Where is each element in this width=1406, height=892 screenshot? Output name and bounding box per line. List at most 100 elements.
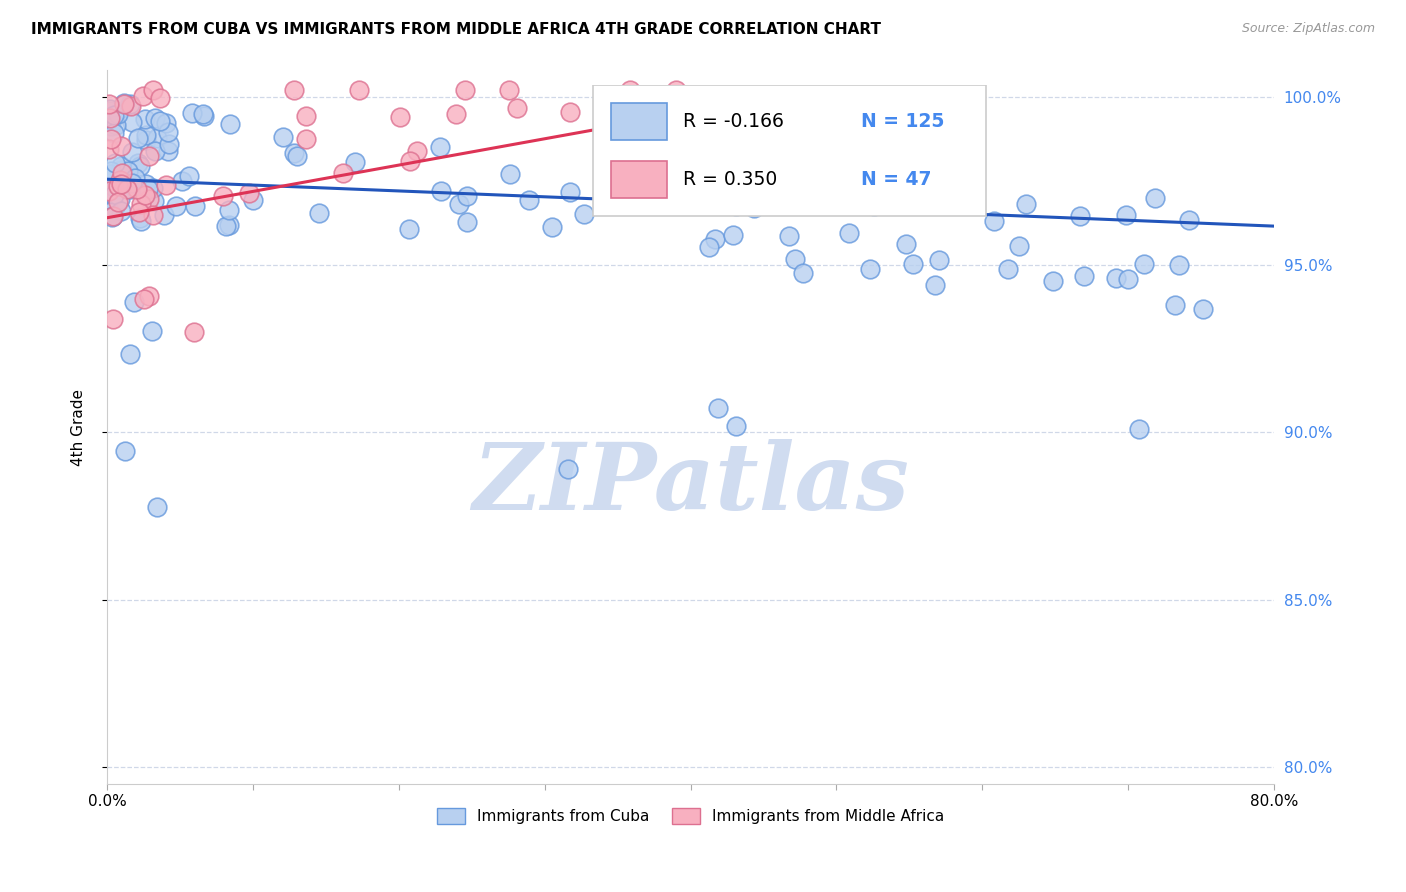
Point	[724, 199, 747, 213]
Point	[703, 165, 725, 179]
Point	[110, 159, 132, 173]
Point	[121, 114, 143, 128]
Point	[143, 112, 166, 126]
Point	[283, 83, 305, 97]
Point	[560, 185, 582, 199]
Point	[429, 185, 451, 199]
Point	[742, 202, 765, 216]
Point	[453, 83, 475, 97]
Point	[131, 213, 153, 227]
Point	[108, 173, 131, 187]
Point	[127, 182, 149, 196]
Point	[129, 211, 152, 225]
Point	[1128, 422, 1150, 436]
Point	[498, 83, 520, 97]
Point	[98, 104, 121, 119]
Point	[149, 113, 172, 128]
Point	[332, 166, 354, 180]
Point	[134, 112, 156, 127]
Point	[98, 111, 121, 125]
Point	[344, 154, 367, 169]
Point	[219, 117, 242, 131]
Point	[172, 174, 194, 188]
Point	[778, 228, 800, 243]
Point	[128, 205, 150, 219]
Point	[295, 131, 318, 145]
Point	[285, 149, 308, 163]
Point	[129, 197, 152, 211]
Point	[111, 165, 134, 179]
Point	[100, 119, 122, 133]
Point	[191, 107, 214, 121]
Point	[121, 176, 143, 190]
Point	[697, 239, 720, 253]
Point	[124, 171, 146, 186]
Point	[112, 95, 135, 110]
Point	[215, 219, 238, 234]
Point	[127, 156, 149, 170]
Point	[983, 214, 1005, 228]
Point	[118, 96, 141, 111]
Point	[156, 145, 179, 159]
Point	[499, 168, 522, 182]
Text: Source: ZipAtlas.com: Source: ZipAtlas.com	[1241, 22, 1375, 36]
Point	[517, 193, 540, 207]
Point	[127, 130, 149, 145]
Point	[120, 99, 142, 113]
Point	[1069, 209, 1091, 223]
Point	[103, 180, 125, 194]
Point	[1163, 298, 1185, 312]
Point	[863, 192, 886, 206]
Point	[107, 107, 129, 121]
Point	[110, 139, 132, 153]
Point	[838, 227, 860, 241]
Point	[132, 89, 155, 103]
Point	[934, 198, 956, 212]
Point	[665, 83, 688, 97]
Point	[157, 137, 180, 152]
Point	[449, 196, 471, 211]
Point	[193, 109, 215, 123]
Point	[107, 195, 129, 210]
Point	[134, 188, 156, 202]
Point	[135, 133, 157, 147]
Point	[389, 110, 412, 124]
Point	[141, 324, 163, 338]
Point	[97, 97, 120, 112]
Legend: Immigrants from Cuba, Immigrants from Middle Africa: Immigrants from Cuba, Immigrants from Mi…	[432, 802, 950, 830]
Point	[1178, 212, 1201, 227]
Point	[98, 102, 121, 116]
Point	[845, 186, 868, 200]
Point	[271, 130, 294, 145]
Point	[1015, 196, 1038, 211]
Point	[115, 182, 138, 196]
Point	[101, 210, 124, 224]
Point	[181, 106, 204, 120]
Point	[901, 256, 924, 270]
Point	[1042, 274, 1064, 288]
Point	[112, 96, 135, 111]
Point	[1118, 272, 1140, 286]
Y-axis label: 4th Grade: 4th Grade	[72, 389, 86, 466]
Point	[108, 193, 131, 207]
Point	[104, 200, 127, 214]
Text: ZIPatlas: ZIPatlas	[472, 439, 910, 529]
Point	[704, 232, 727, 246]
Point	[894, 237, 917, 252]
Point	[347, 83, 370, 97]
Point	[557, 461, 579, 475]
Point	[398, 154, 420, 169]
Point	[927, 253, 949, 268]
Point	[105, 119, 128, 133]
Point	[103, 126, 125, 140]
Point	[142, 83, 165, 97]
Point	[121, 145, 143, 159]
Point	[146, 131, 169, 145]
Point	[149, 90, 172, 104]
Point	[179, 169, 201, 184]
Point	[783, 252, 806, 267]
Point	[308, 206, 330, 220]
Point	[101, 312, 124, 326]
Point	[724, 419, 747, 434]
Point	[218, 202, 240, 217]
